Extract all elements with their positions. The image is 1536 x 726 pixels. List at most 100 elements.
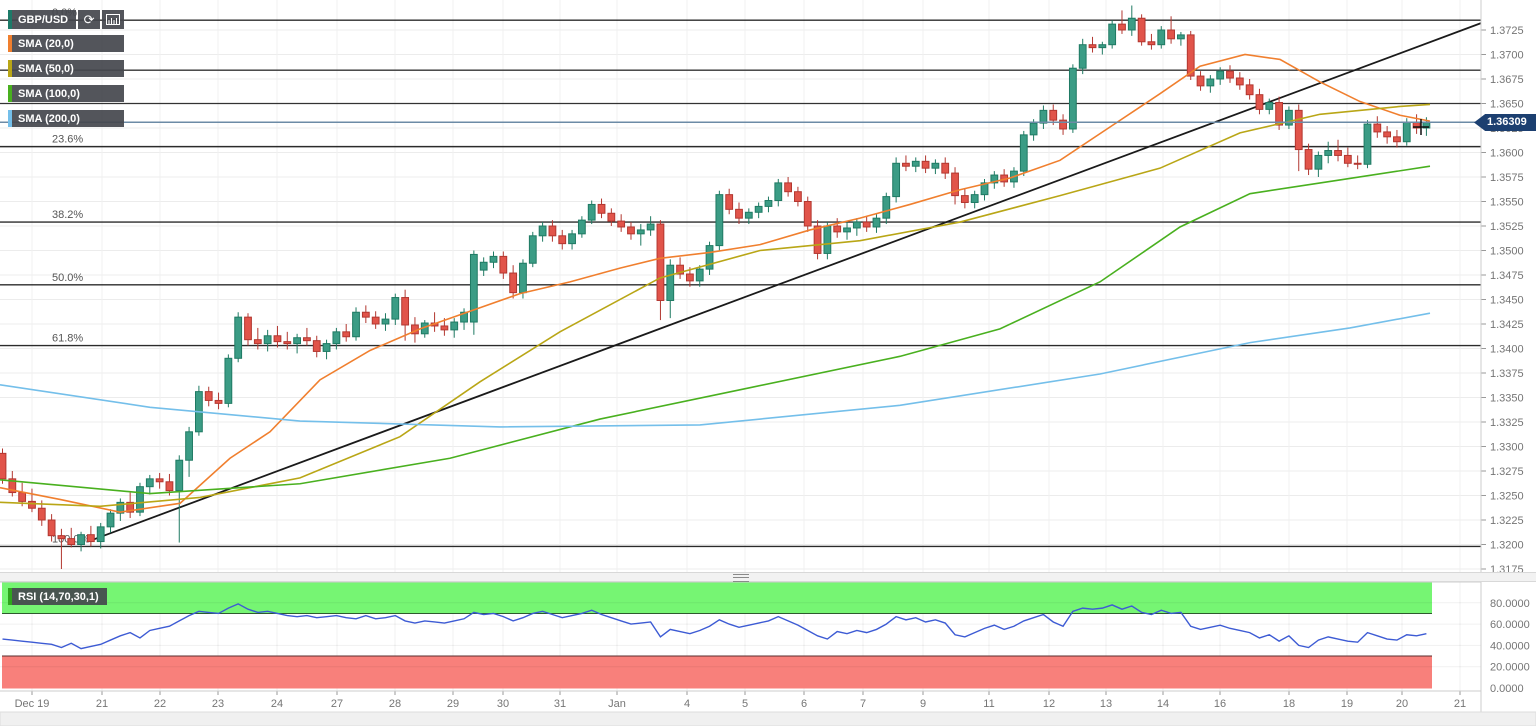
sma50-label-box[interactable]: SMA (50,0)	[8, 60, 125, 77]
date-label: 18	[1283, 698, 1295, 710]
sma100-label-box[interactable]: SMA (100,0)	[8, 85, 125, 102]
candle-body	[577, 219, 586, 235]
legend: GBP/USD ⟳ SMA (20,0) SMA (50,0)	[8, 10, 126, 135]
date-label: 9	[920, 698, 926, 710]
candle-body	[1049, 109, 1058, 121]
candle-body	[401, 297, 410, 326]
rsi-color-bar	[8, 588, 12, 605]
candle-body	[902, 162, 910, 167]
fib-label: 61.8%	[52, 333, 83, 345]
pair-label-box[interactable]: GBP/USD	[8, 10, 77, 29]
candle-body	[1088, 44, 1097, 49]
axis-label: 1.3675	[1490, 74, 1524, 86]
candle-body	[342, 331, 351, 338]
fib-label: 50.0%	[52, 272, 83, 284]
candle-body	[1275, 102, 1283, 126]
candle-body	[381, 318, 390, 325]
candle-body	[1343, 154, 1352, 164]
panel-drag-handle[interactable]	[733, 574, 749, 582]
candle-body	[1265, 102, 1274, 110]
candle-body	[1334, 150, 1342, 156]
refresh-icon: ⟳	[83, 11, 95, 27]
candle-body	[990, 174, 999, 184]
sma20-line	[0, 53, 1431, 513]
candle-body	[1108, 23, 1117, 46]
candle-body	[705, 245, 714, 270]
fib-label: 38.2%	[52, 209, 83, 221]
candle-body	[37, 507, 46, 521]
measure-icon	[106, 14, 121, 25]
date-label: 16	[1214, 698, 1226, 710]
axis-label: 1.3525	[1490, 221, 1524, 233]
candle-body	[1196, 75, 1205, 87]
candle-body	[813, 225, 822, 254]
candle-body	[1235, 77, 1244, 86]
date-label: 4	[684, 698, 690, 710]
axis-label: 1.3550	[1490, 197, 1524, 209]
rsi-oversold-zone	[2, 656, 1432, 689]
date-label: 11	[983, 698, 994, 710]
date-label: 28	[389, 698, 401, 710]
sma200-line	[0, 312, 1431, 428]
candle-body	[303, 337, 311, 342]
candle-body	[77, 534, 85, 546]
pair-color-bar	[8, 10, 12, 29]
date-label: 13	[1100, 698, 1112, 710]
date-label: 6	[801, 698, 807, 710]
measure-button[interactable]	[102, 10, 125, 29]
refresh-button[interactable]: ⟳	[78, 10, 101, 29]
candle-body	[0, 452, 7, 480]
candle-body	[1373, 123, 1382, 133]
date-label: 21	[1454, 698, 1466, 710]
candle-body	[96, 526, 105, 543]
sma50-color-bar	[8, 60, 12, 77]
candle-body	[538, 225, 547, 237]
date-label: 14	[1157, 698, 1169, 710]
candle-body	[735, 208, 743, 219]
candle-body	[676, 264, 684, 275]
candle-body	[214, 399, 223, 404]
date-label: 30	[497, 698, 509, 710]
candle-body	[293, 337, 302, 345]
candle-body	[332, 331, 341, 345]
axis-label: 1.3575	[1490, 172, 1524, 184]
rsi-overbought-zone	[2, 582, 1432, 614]
sma100-line	[0, 165, 1431, 495]
candle-body	[1098, 44, 1107, 49]
rsi-axis-label: 40.0000	[1490, 640, 1530, 652]
sma50-label: SMA (50,0)	[18, 62, 74, 75]
candle-body	[656, 223, 665, 301]
sma200-label-box[interactable]: SMA (200,0)	[8, 110, 125, 127]
date-label: 12	[1043, 698, 1055, 710]
candle-body	[607, 212, 616, 222]
candle-body	[636, 229, 645, 235]
axis-label: 1.3225	[1490, 515, 1524, 527]
rsi-indicator-label[interactable]: RSI (14,70,30,1)	[8, 588, 109, 613]
axis-label: 1.3275	[1490, 466, 1524, 478]
candle-body	[715, 194, 724, 247]
date-label: Jan	[608, 698, 626, 710]
candle-body	[253, 339, 262, 345]
rsi-line	[2, 603, 1427, 650]
date-label: 20	[1396, 698, 1408, 710]
candle-body	[862, 221, 871, 228]
sma20-color-bar	[8, 35, 12, 52]
candle-body	[479, 261, 488, 271]
fib-label: 23.6%	[52, 134, 83, 146]
candle-body	[725, 194, 734, 210]
axis-label: 1.3425	[1490, 319, 1524, 331]
axis-label: 1.3475	[1490, 270, 1524, 282]
candle-body	[627, 226, 635, 235]
candle-body	[106, 512, 115, 528]
candle-body	[764, 200, 773, 207]
sma20-label-box[interactable]: SMA (20,0)	[8, 35, 125, 52]
date-label: 19	[1341, 698, 1353, 710]
candle-body	[460, 311, 468, 323]
candle-body	[646, 223, 655, 231]
candle-body	[509, 272, 518, 294]
candle-body	[931, 162, 940, 169]
candle-body	[1363, 123, 1372, 165]
candle-body	[911, 160, 920, 167]
candle-body	[499, 255, 508, 274]
